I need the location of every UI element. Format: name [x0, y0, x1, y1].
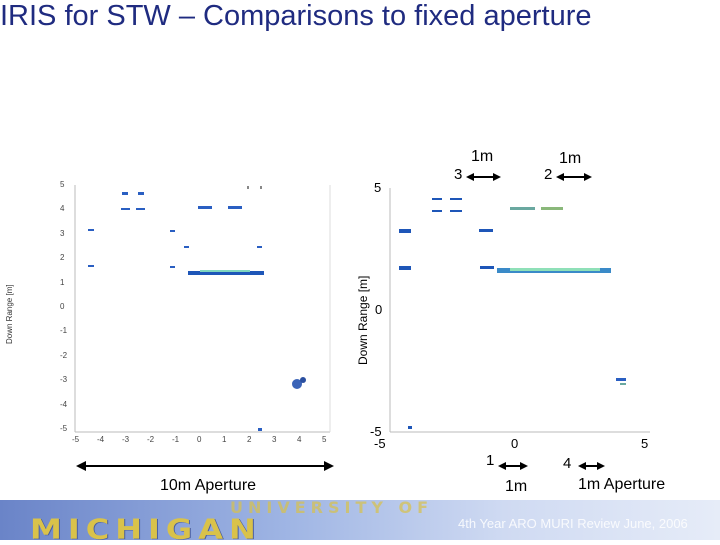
left-xtick-label: -5 [72, 435, 80, 444]
right-target [480, 266, 494, 269]
left-xtick-label: 2 [247, 435, 252, 444]
left-target [122, 192, 128, 195]
left-xtick-label: -1 [172, 435, 180, 444]
left-target [260, 186, 262, 189]
left-ytick-label: 5 [60, 180, 65, 189]
left-ytick-label: 1 [60, 277, 65, 287]
right-target [399, 229, 411, 233]
left-xtick-label: 3 [272, 435, 277, 444]
left-target [88, 265, 94, 267]
span-2-arrowhead [584, 173, 592, 181]
right-ytick-bottom: -5 [370, 424, 382, 439]
right-target [450, 198, 462, 200]
right-target [620, 383, 626, 385]
left-target [184, 246, 189, 248]
left-xtick-label: 1 [222, 435, 227, 444]
right-plot [389, 173, 650, 470]
left-ytick-label: 3 [60, 228, 65, 238]
right-target [510, 207, 535, 210]
right-target [408, 426, 412, 429]
one-meter-aperture-label: 1m Aperture [578, 476, 666, 493]
left-aperture-arrowhead-right [324, 461, 334, 471]
left-xtick-label: -3 [122, 435, 130, 444]
left-targets [88, 186, 306, 431]
left-xtick-label: 5 [322, 435, 327, 444]
left-aperture-label: 10m Aperture [160, 477, 257, 494]
left-ytick-label: 0 [60, 302, 65, 311]
left-xtick-label: -2 [147, 435, 155, 444]
footer-note: 4th Year ARO MURI Review June, 2006 [458, 516, 688, 531]
left-ytick-label: -4 [60, 399, 68, 409]
left-target [258, 428, 262, 431]
left-ytick-label: -5 [60, 424, 68, 433]
left-target [88, 229, 94, 231]
span-4-arrowhead [578, 462, 586, 470]
left-ytick-label: 2 [60, 253, 65, 263]
left-target [257, 246, 262, 248]
footer-banner [0, 500, 720, 540]
marker-1: 1 [486, 452, 495, 469]
right-targets [399, 198, 626, 429]
slide-title: IRIS for STW – Comparisons to fixed aper… [0, 0, 592, 32]
right-target [479, 229, 493, 232]
left-target [170, 266, 175, 268]
right-target [541, 207, 563, 210]
left-plot [74, 185, 334, 471]
span-3-arrowhead [466, 173, 474, 181]
marker-3: 3 [454, 166, 463, 183]
right-target [432, 198, 442, 200]
right-ytick-top: 5 [374, 180, 382, 195]
left-xtick-label: 0 [197, 435, 202, 444]
left-ylabel: Down Range [m] [5, 284, 14, 344]
span-1-arrowhead [520, 462, 528, 470]
left-ytick-label: -2 [60, 350, 68, 360]
right-ytick-mid: 0 [375, 302, 383, 317]
left-ytick-label: -1 [60, 326, 68, 336]
span-bottom-label: 1m [505, 478, 528, 495]
left-target [136, 208, 145, 210]
right-target [616, 378, 626, 381]
left-xtick-label: 4 [297, 435, 302, 444]
left-target [170, 230, 175, 232]
left-target-wall-highlight [200, 270, 250, 272]
right-xtick-right: 5 [641, 436, 649, 451]
span-top-a-label: 1m [471, 148, 494, 165]
footer-logo-top: UNIVERSITY OF [230, 498, 434, 517]
left-ytick-label: 4 [60, 204, 65, 214]
footer-logo: MICHIGAN [30, 512, 262, 545]
left-target [228, 206, 242, 209]
left-target [138, 192, 144, 195]
right-target [432, 210, 442, 212]
left-target [198, 206, 212, 209]
left-target [247, 186, 249, 189]
span-2-arrowhead [556, 173, 564, 181]
left-target-cluster [292, 379, 302, 389]
marker-4: 4 [563, 455, 572, 472]
right-xtick-left: -5 [374, 436, 386, 451]
left-target-wall [188, 271, 264, 275]
right-ylabel: Down Range [m] [356, 275, 370, 365]
right-target-wall-highlight [510, 268, 600, 271]
left-xtick-label: -4 [97, 435, 105, 444]
left-aperture-arrowhead-left [76, 461, 86, 471]
left-target-cluster [300, 377, 306, 383]
marker-2: 2 [544, 166, 553, 183]
left-target [121, 208, 130, 210]
span-1-arrowhead [498, 462, 506, 470]
span-3-arrowhead [493, 173, 501, 181]
right-xtick-mid: 0 [511, 436, 519, 451]
right-target [399, 266, 411, 270]
span-top-b-label: 1m [559, 150, 582, 167]
span-4-arrowhead [597, 462, 605, 470]
left-ytick-label: -3 [60, 375, 68, 385]
right-target [450, 210, 462, 212]
